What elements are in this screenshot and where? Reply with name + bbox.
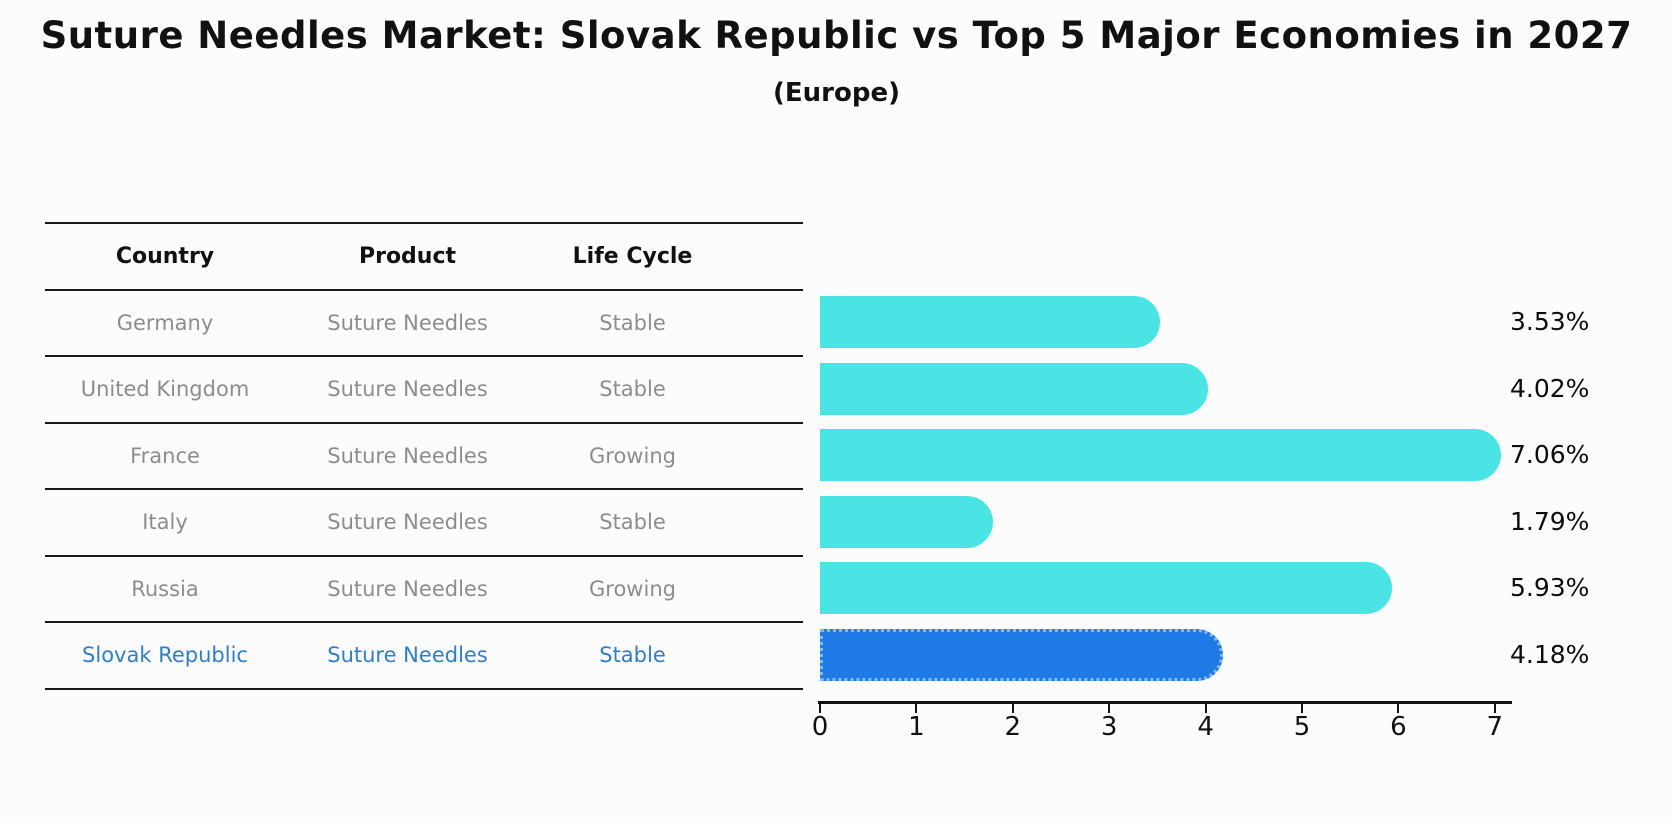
table-header-row: Country Product Life Cycle — [45, 224, 803, 291]
table-row-highlighted: Slovak Republic Suture Needles Stable — [45, 623, 803, 690]
x-axis-tick-label: 0 — [811, 712, 829, 742]
x-axis-tick-label: 1 — [908, 712, 925, 742]
bar-value-label: 4.18% — [1510, 639, 1590, 669]
cell-life-cycle: Growing — [589, 443, 676, 468]
x-axis-tick — [1204, 704, 1207, 713]
x-axis-tick-label: 4 — [1197, 712, 1214, 742]
bar-value-label: 1.79% — [1510, 506, 1590, 536]
table-row: France Suture Needles Growing — [45, 424, 803, 490]
cell-country: Russia — [131, 576, 199, 601]
cell-product: Suture Needles — [327, 643, 488, 668]
cell-life-cycle: Growing — [589, 576, 676, 601]
x-axis-tick-label: 3 — [1100, 712, 1118, 742]
x-axis-tick — [819, 704, 821, 713]
column-header-product: Product — [358, 243, 457, 269]
cell-country: Italy — [142, 510, 188, 535]
cell-life-cycle: Stable — [599, 510, 666, 535]
cell-product: Suture Needles — [327, 310, 488, 335]
bar-value-label: 3.53% — [1510, 307, 1590, 336]
x-axis-tick — [1397, 704, 1400, 713]
bar-value-label: 4.02% — [1510, 373, 1590, 403]
x-axis-tick — [1011, 704, 1014, 713]
bar-germany — [820, 296, 1161, 348]
cell-country: Germany — [116, 310, 214, 335]
cell-product: Suture Needles — [327, 443, 488, 468]
x-axis-tick — [1493, 704, 1496, 713]
table-row: Germany Suture Needles Stable — [45, 291, 803, 357]
chart-subtitle: (Europe) — [773, 78, 900, 108]
bar-highlighted-slovak-republic — [820, 628, 1223, 681]
x-axis-tick — [1108, 704, 1111, 713]
x-axis-tick-label: 2 — [1004, 712, 1022, 742]
cell-country: United Kingdom — [80, 377, 250, 402]
x-axis-tick-label: 5 — [1293, 712, 1311, 742]
bar-united-kingdom — [820, 362, 1208, 415]
cell-life-cycle: Stable — [599, 643, 666, 668]
column-header-country: Country — [115, 243, 215, 269]
x-axis-tick-label: 7 — [1486, 712, 1504, 742]
cell-life-cycle: Stable — [599, 310, 666, 335]
bar-value-label: 7.06% — [1510, 440, 1590, 469]
table-row: United Kingdom Suture Needles Stable — [45, 357, 803, 424]
table-row: Italy Suture Needles Stable — [45, 490, 803, 557]
x-axis-tick-label: 6 — [1390, 712, 1407, 742]
column-header-life-cycle: Life Cycle — [572, 243, 693, 269]
country-table: Country Product Life Cycle Germany Sutur… — [45, 222, 803, 690]
cell-product: Suture Needles — [327, 377, 488, 402]
bar-russia — [820, 562, 1392, 614]
chart-title: Suture Needles Market: Slovak Republic v… — [40, 14, 1633, 57]
x-axis-line — [818, 701, 1512, 704]
cell-product: Suture Needles — [327, 576, 488, 601]
x-axis-tick — [1301, 704, 1303, 713]
bar-italy — [820, 495, 993, 548]
bar-france — [820, 429, 1501, 481]
cell-product: Suture Needles — [327, 510, 488, 535]
cell-life-cycle: Stable — [599, 377, 666, 402]
cell-country: France — [130, 443, 200, 468]
table-row: Russia Suture Needles Growing — [45, 557, 803, 623]
bar-value-label: 5.93% — [1510, 573, 1590, 602]
x-axis-tick — [915, 704, 918, 713]
cell-country: Slovak Republic — [82, 643, 248, 668]
